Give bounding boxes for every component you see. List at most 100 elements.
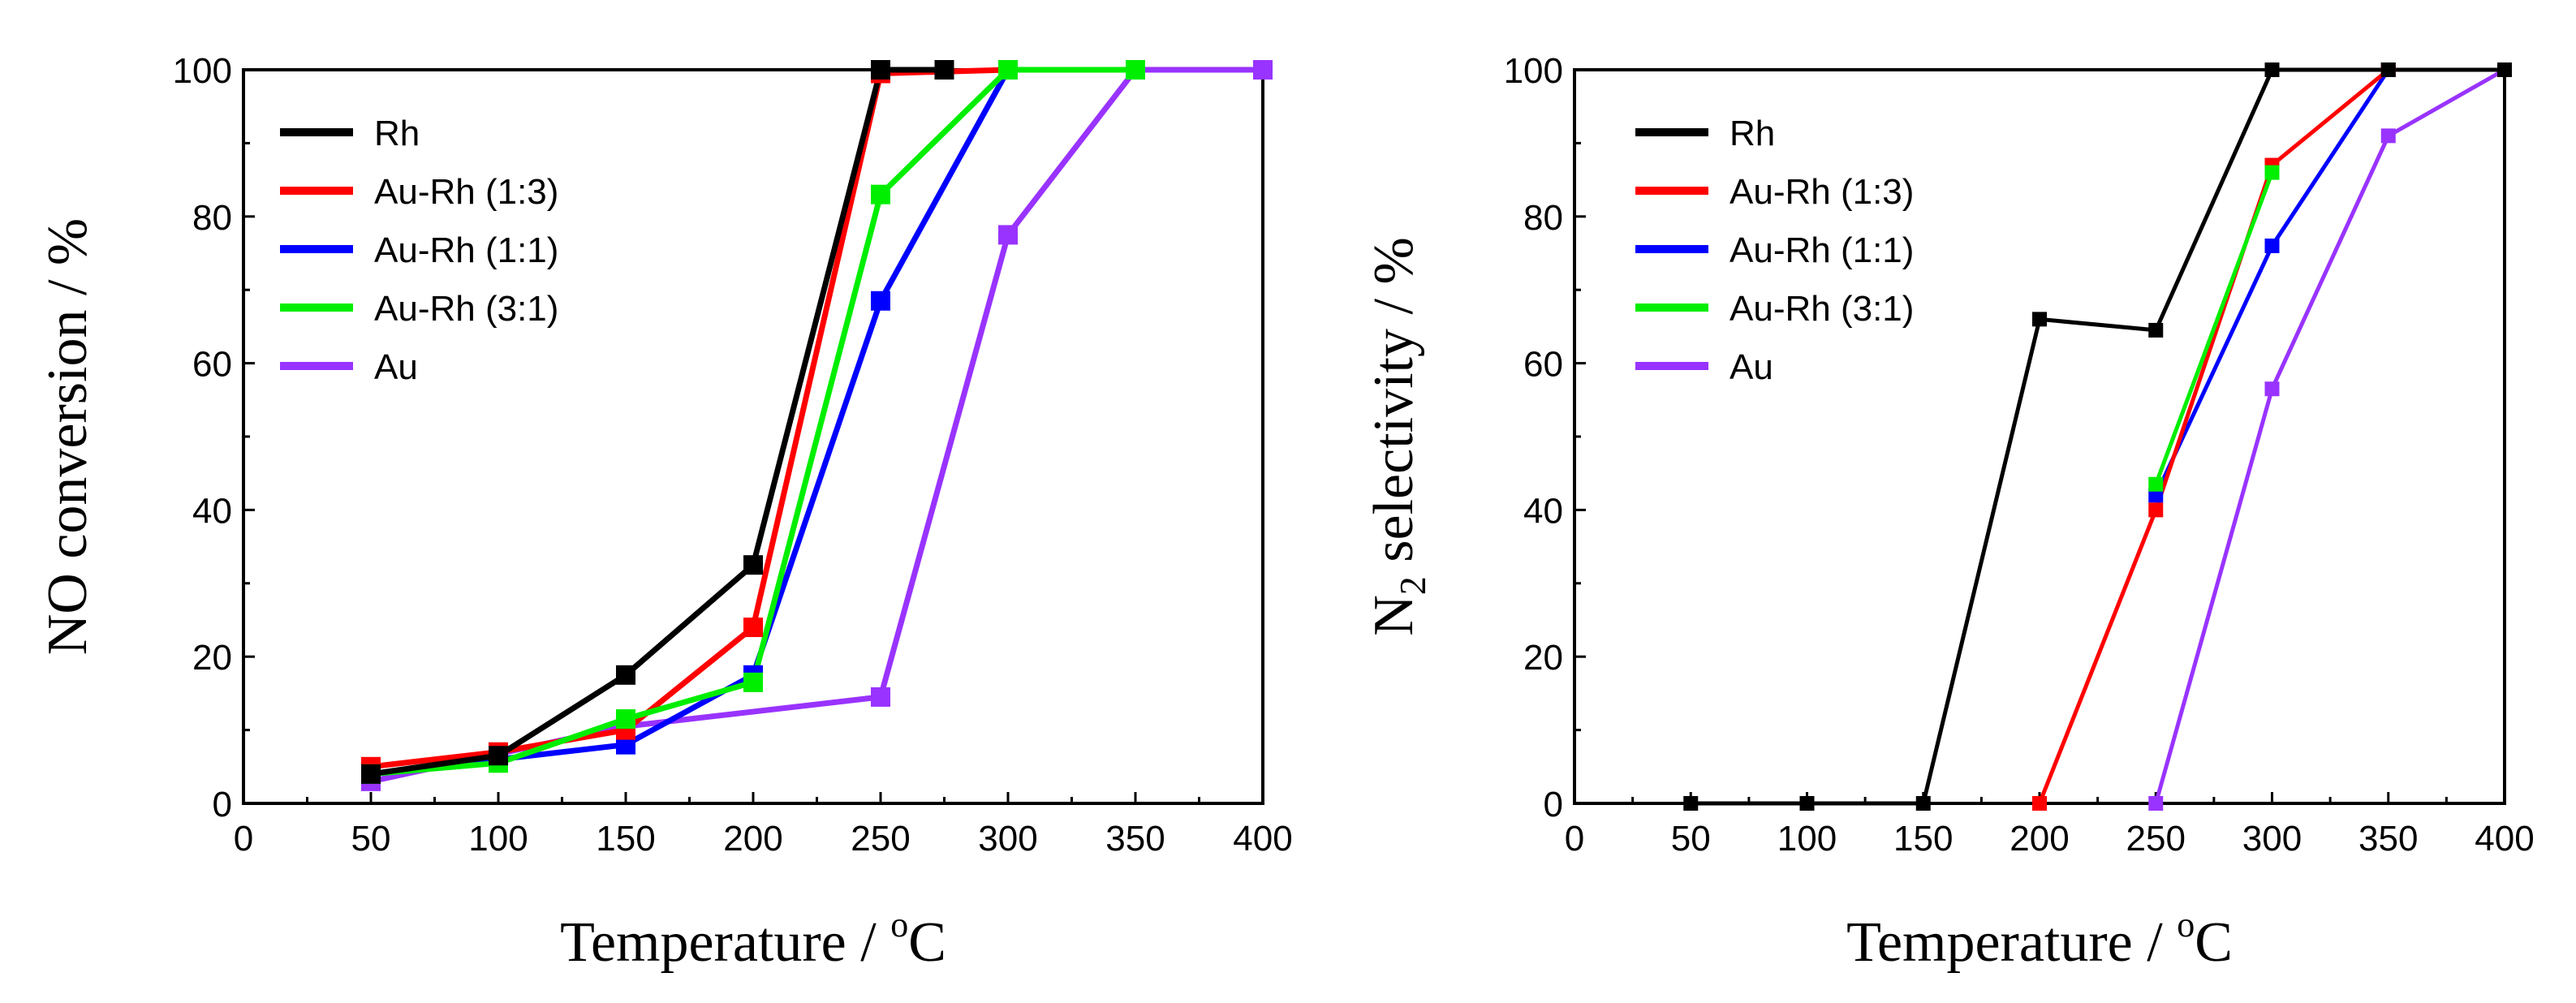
x-tick-labels: 0 50 100 150 200 250 300 350 400 — [1565, 819, 2535, 859]
y-axis-title-main: N — [1363, 595, 1425, 636]
series-line — [2037, 68, 2390, 804]
data-point — [1253, 60, 1273, 80]
x-tick-label: 50 — [1671, 819, 1711, 859]
legend-label: Au-Rh (3:1) — [374, 289, 558, 329]
data-point — [2264, 238, 2280, 253]
data-point — [1683, 796, 1699, 811]
y-tick-label: 20 — [192, 638, 232, 678]
data-point — [2148, 476, 2164, 492]
y-tick-label: 20 — [1523, 638, 1563, 678]
legend-label: Rh — [374, 114, 420, 153]
data-point — [743, 618, 763, 638]
x-axis-title-main: Temperature — [560, 911, 846, 974]
data-point — [2380, 128, 2396, 144]
x-tick-label: 150 — [1893, 819, 1953, 859]
y-tick-label: 100 — [173, 51, 232, 91]
legend-label: Rh — [1730, 114, 1775, 153]
data-point — [2264, 381, 2280, 397]
legend-label: Au — [1730, 347, 1773, 387]
x-tick-label: 0 — [1565, 819, 1584, 859]
axis-ticks — [1573, 68, 2506, 805]
data-point — [871, 60, 890, 80]
legend: Rh Au-Rh (1:3) Au-Rh (1:1) Au-Rh (3:1) A… — [1635, 114, 1914, 387]
x-axis-title: Temperature / oC — [1846, 905, 2233, 974]
chart-n2-selectivity: 0 50 100 150 200 250 300 350 400 0 20 40… — [1363, 51, 2535, 974]
x-tick-label: 100 — [1777, 819, 1837, 859]
x-axis-title-sup: o — [2177, 905, 2195, 945]
x-axis-title-sep: / — [846, 911, 890, 974]
legend-label: Au-Rh (1:3) — [1730, 172, 1914, 212]
x-tick-label: 200 — [723, 819, 782, 859]
y-tick-label: 40 — [192, 491, 232, 531]
data-point — [2497, 62, 2512, 77]
chart-no-conversion: 0 50 100 150 200 250 300 350 400 0 20 40… — [37, 51, 1293, 974]
data-point — [1915, 796, 1931, 811]
data-point — [2032, 796, 2047, 811]
x-tick-labels: 0 50 100 150 200 250 300 350 400 — [234, 819, 1293, 859]
y-tick-label: 60 — [192, 345, 232, 385]
data-point — [2032, 312, 2047, 327]
x-tick-label: 400 — [2475, 819, 2534, 859]
y-tick-label: 100 — [1504, 51, 1563, 91]
data-point — [2148, 796, 2164, 811]
data-point — [1126, 60, 1145, 80]
data-point — [1799, 796, 1815, 811]
x-axis-title-unit: C — [908, 911, 946, 974]
data-point — [743, 672, 763, 692]
y-tick-label: 40 — [1523, 491, 1563, 531]
data-point — [2264, 165, 2280, 180]
x-tick-label: 150 — [596, 819, 655, 859]
y-axis-title-rest: selectivity — [1363, 329, 1425, 576]
series-layer — [361, 60, 1273, 791]
x-tick-label: 250 — [851, 819, 910, 859]
data-point — [871, 687, 890, 707]
x-tick-label: 200 — [2010, 819, 2069, 859]
data-point — [489, 746, 508, 766]
y-tick-label: 80 — [192, 198, 232, 238]
series-line — [2153, 67, 2506, 804]
data-point — [2264, 62, 2280, 77]
y-tick-label: 80 — [1523, 198, 1563, 238]
legend-label: Au — [374, 347, 418, 387]
data-point — [2148, 488, 2164, 503]
legend-label: Au-Rh (1:3) — [374, 172, 558, 212]
series-line — [370, 68, 1011, 777]
legend: Rh Au-Rh (1:3) Au-Rh (1:1) Au-Rh (3:1) A… — [280, 114, 558, 387]
x-tick-label: 300 — [2242, 819, 2302, 859]
axis-ticks — [242, 68, 1264, 805]
x-axis-title: Temperature / oC — [560, 905, 946, 974]
data-point — [934, 60, 954, 80]
data-point — [361, 764, 381, 784]
legend-label: Au-Rh (3:1) — [1730, 289, 1914, 329]
x-axis-title-unit: C — [2195, 911, 2233, 974]
x-tick-label: 0 — [234, 819, 253, 859]
x-tick-label: 350 — [2358, 819, 2418, 859]
data-point — [871, 291, 890, 311]
x-tick-label: 400 — [1233, 819, 1292, 859]
x-tick-label: 350 — [1105, 819, 1165, 859]
data-point — [616, 709, 635, 730]
y-axis-title: N2 selectivity / % — [1363, 237, 1433, 636]
y-axis-title-sep: / — [37, 265, 99, 309]
x-axis-title-sep: / — [2133, 911, 2177, 974]
series-line — [2153, 171, 2274, 485]
series-layer — [1683, 62, 2512, 811]
series-line — [2154, 68, 2390, 497]
y-axis-title-main: NO conversion — [37, 310, 99, 656]
y-axis-title-unit: % — [37, 218, 99, 265]
x-tick-label: 100 — [468, 819, 528, 859]
series-line — [370, 67, 1009, 770]
y-tick-label: 0 — [213, 785, 232, 824]
x-tick-label: 300 — [978, 819, 1037, 859]
y-tick-label: 60 — [1523, 345, 1563, 385]
y-axis-title: NO conversion / % — [37, 218, 99, 656]
x-tick-label: 50 — [351, 819, 391, 859]
y-axis-title-unit: % — [1363, 237, 1425, 284]
y-axis-title-sep: / — [1363, 285, 1425, 329]
series-line — [1691, 67, 2505, 806]
x-axis-title-sup: o — [890, 905, 908, 945]
y-tick-label: 0 — [1544, 785, 1563, 824]
data-point — [2148, 322, 2164, 338]
y-axis-title-sub: 2 — [1392, 576, 1433, 595]
